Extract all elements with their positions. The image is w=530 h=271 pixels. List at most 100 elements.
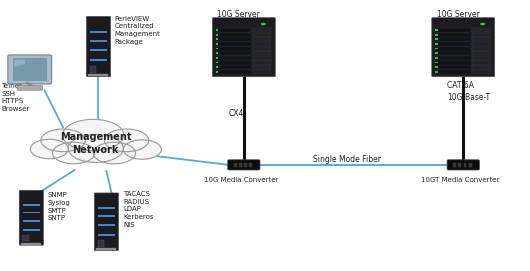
Bar bbox=[253, 65, 271, 69]
Bar bbox=[472, 51, 491, 55]
Bar bbox=[435, 34, 438, 36]
Bar bbox=[216, 66, 218, 68]
Bar bbox=[216, 28, 251, 32]
Bar bbox=[453, 163, 456, 167]
Bar bbox=[435, 60, 471, 64]
Bar bbox=[253, 28, 271, 32]
Circle shape bbox=[104, 129, 149, 152]
Bar bbox=[253, 37, 271, 41]
Bar bbox=[472, 37, 491, 41]
Bar bbox=[435, 62, 438, 63]
Bar bbox=[216, 56, 251, 60]
Bar bbox=[239, 163, 242, 167]
FancyBboxPatch shape bbox=[86, 16, 111, 77]
Bar bbox=[472, 47, 491, 51]
Bar bbox=[98, 224, 114, 226]
Bar bbox=[435, 51, 471, 55]
Bar bbox=[216, 47, 251, 51]
Circle shape bbox=[123, 140, 162, 159]
Bar bbox=[472, 60, 491, 64]
Bar bbox=[98, 215, 114, 217]
Bar bbox=[21, 243, 41, 245]
Circle shape bbox=[480, 23, 485, 25]
Bar bbox=[250, 163, 252, 167]
Bar bbox=[216, 42, 251, 46]
Text: 10G Server: 10G Server bbox=[217, 10, 260, 19]
Bar bbox=[435, 29, 438, 31]
Text: CAT 6A
10G-Base-T: CAT 6A 10G-Base-T bbox=[447, 81, 490, 102]
FancyBboxPatch shape bbox=[447, 160, 479, 170]
Bar bbox=[435, 56, 471, 60]
Bar bbox=[23, 220, 40, 222]
Bar bbox=[216, 57, 218, 59]
Text: 10G Media Converter: 10G Media Converter bbox=[204, 177, 279, 183]
Circle shape bbox=[30, 139, 68, 159]
FancyBboxPatch shape bbox=[17, 85, 42, 90]
Bar bbox=[216, 71, 218, 73]
Text: SNMP
Syslog
SMTP
SNTP: SNMP Syslog SMTP SNTP bbox=[47, 192, 70, 221]
FancyBboxPatch shape bbox=[432, 18, 494, 77]
Text: CX4: CX4 bbox=[229, 109, 244, 118]
Circle shape bbox=[93, 142, 136, 164]
Bar bbox=[253, 47, 271, 51]
Bar bbox=[435, 43, 438, 45]
Text: 10G Server: 10G Server bbox=[437, 10, 480, 19]
Bar bbox=[216, 37, 251, 41]
Circle shape bbox=[63, 119, 124, 151]
Bar bbox=[216, 33, 251, 37]
Bar bbox=[253, 56, 271, 60]
Bar bbox=[98, 207, 114, 209]
Bar bbox=[216, 62, 218, 63]
Bar bbox=[435, 47, 471, 51]
Text: Telnet
SSH
HTTPS
Browser: Telnet SSH HTTPS Browser bbox=[1, 83, 30, 112]
Bar bbox=[435, 70, 471, 74]
Bar bbox=[253, 33, 271, 37]
Bar bbox=[435, 66, 438, 68]
Bar bbox=[435, 52, 438, 54]
Bar bbox=[216, 43, 218, 45]
Bar bbox=[90, 40, 107, 42]
Circle shape bbox=[68, 134, 123, 162]
FancyBboxPatch shape bbox=[8, 55, 52, 84]
Bar bbox=[90, 66, 96, 73]
Bar bbox=[23, 204, 40, 206]
Circle shape bbox=[261, 23, 266, 25]
Bar bbox=[90, 59, 107, 61]
Bar bbox=[472, 70, 491, 74]
Bar bbox=[216, 52, 218, 54]
Bar bbox=[23, 212, 40, 214]
Bar bbox=[23, 229, 40, 231]
Bar bbox=[253, 60, 271, 64]
Bar bbox=[472, 42, 491, 46]
Bar bbox=[472, 65, 491, 69]
Polygon shape bbox=[14, 60, 25, 67]
FancyBboxPatch shape bbox=[228, 160, 260, 170]
Bar bbox=[216, 60, 251, 64]
Bar bbox=[435, 37, 471, 41]
Bar bbox=[234, 163, 236, 167]
Bar bbox=[216, 70, 251, 74]
Bar bbox=[435, 71, 438, 73]
Circle shape bbox=[52, 142, 95, 164]
Bar bbox=[216, 29, 218, 31]
Bar bbox=[98, 240, 104, 247]
FancyBboxPatch shape bbox=[19, 190, 43, 245]
Bar bbox=[253, 42, 271, 46]
Bar bbox=[435, 38, 438, 40]
Text: Single Mode Fiber: Single Mode Fiber bbox=[313, 155, 381, 164]
Text: PerleVIEW
Centralized
Management
Package: PerleVIEW Centralized Management Package bbox=[114, 15, 160, 45]
Bar bbox=[472, 56, 491, 60]
Bar bbox=[216, 38, 218, 40]
Bar bbox=[216, 48, 218, 49]
Text: TACACS
RADIUS
LDAP
Kerberos
NIS: TACACS RADIUS LDAP Kerberos NIS bbox=[123, 191, 154, 228]
Bar bbox=[216, 65, 251, 69]
Bar bbox=[435, 33, 471, 37]
Circle shape bbox=[41, 129, 85, 152]
Bar bbox=[435, 57, 438, 59]
Bar bbox=[472, 28, 491, 32]
FancyBboxPatch shape bbox=[213, 18, 275, 77]
Text: 10GT Media Converter: 10GT Media Converter bbox=[421, 177, 499, 183]
Bar bbox=[90, 49, 107, 51]
Bar bbox=[472, 33, 491, 37]
Bar bbox=[96, 248, 117, 250]
